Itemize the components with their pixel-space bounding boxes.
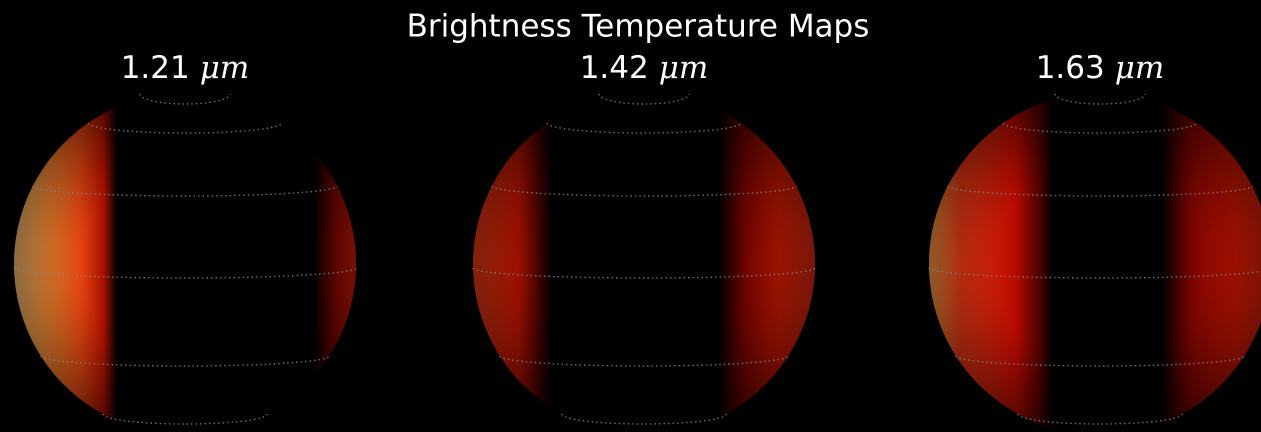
latitude-line: [955, 355, 1245, 367]
latitude-line: [13, 267, 357, 279]
sphere-shade: [929, 93, 1261, 432]
latitude-line: [561, 413, 727, 425]
panel-label: 1.42 μm: [580, 50, 709, 86]
latitude-line: [491, 185, 797, 197]
latitude-line: [102, 413, 268, 425]
unit: μm: [659, 50, 709, 86]
sphere-shade: [14, 93, 356, 432]
unit: μm: [1115, 50, 1165, 86]
wavelength: 1.21: [121, 50, 190, 86]
panel: 1.63 μm: [928, 50, 1261, 432]
panel: 1.21 μm: [13, 50, 357, 432]
panel-label: 1.21 μm: [121, 50, 250, 86]
panel: 1.42 μm: [472, 50, 816, 432]
unit: μm: [200, 50, 250, 86]
latitude-line: [499, 355, 789, 367]
panel-label: 1.63 μm: [1036, 50, 1165, 86]
latitude-line: [472, 267, 816, 279]
wavelength: 1.42: [580, 50, 649, 86]
latitude-line: [40, 355, 330, 367]
latitude-line: [32, 185, 338, 197]
latitude-line: [947, 185, 1253, 197]
latitude-line: [928, 267, 1261, 279]
figure-title: Brightness Temperature Maps: [407, 9, 870, 45]
sphere-shade: [473, 93, 815, 432]
panels: 1.21 μm 1.42 μm 1.63 μm: [13, 50, 1261, 432]
wavelength: 1.63: [1036, 50, 1105, 86]
